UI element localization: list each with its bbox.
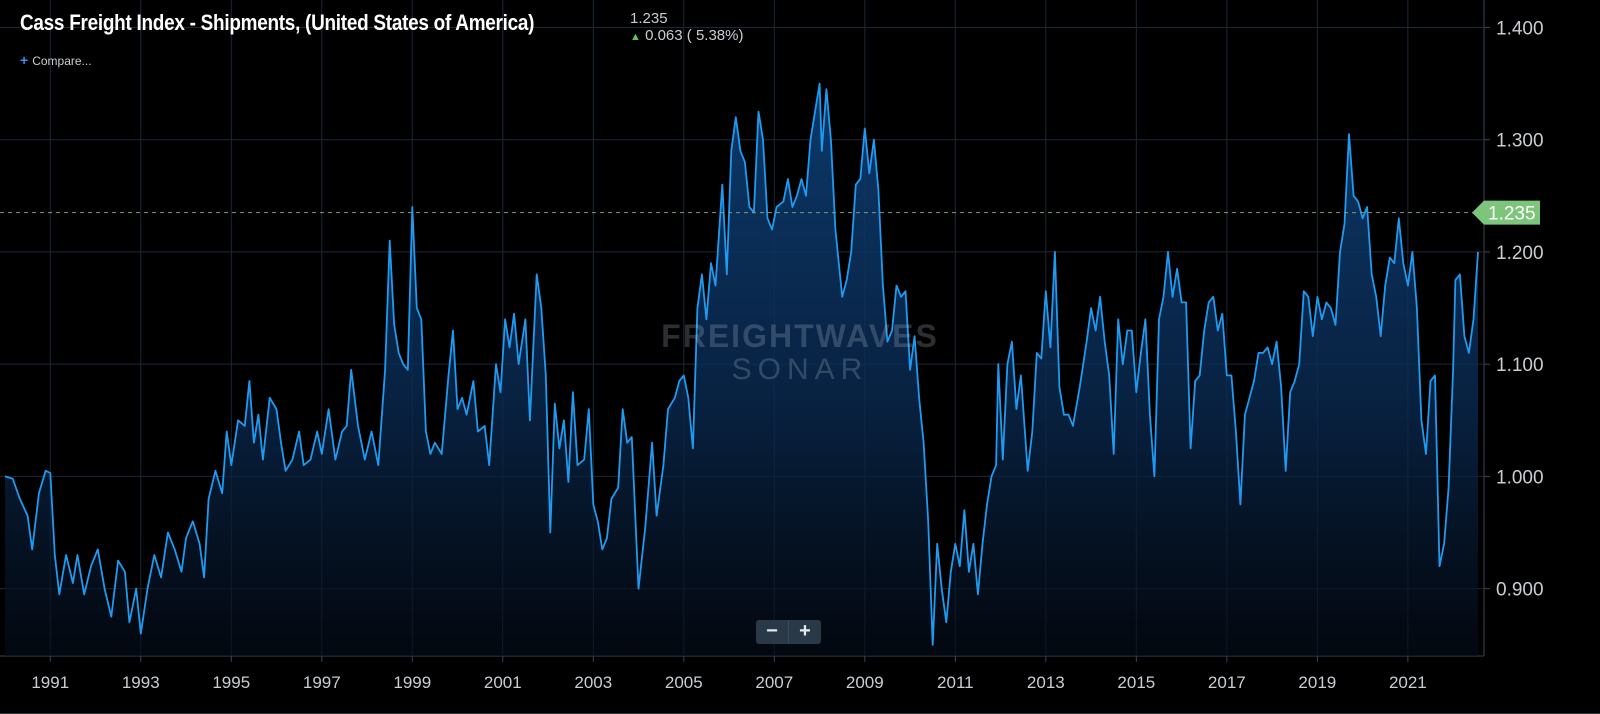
up-arrow-icon: ▲ <box>630 31 641 43</box>
last-value-layer: 1.235 <box>0 200 1540 225</box>
plus-icon: + <box>20 52 29 68</box>
last-value-badge <box>1472 200 1540 225</box>
x-axis: 1991 1993 1995 1997 1999 2001 2003 2005 2007 2009… <box>31 656 1427 692</box>
series-area <box>5 83 1478 657</box>
x-tick-label: 2007 <box>755 673 793 692</box>
last-value: 1.235 <box>630 10 668 27</box>
x-tick-label: 2019 <box>1298 673 1336 692</box>
x-tick-label: 2009 <box>846 673 884 692</box>
last-value-badge-label: 1.235 <box>1488 204 1536 225</box>
series-layer <box>4 82 1479 657</box>
change-line: ▲ 0.063 ( 5.38%) <box>630 27 743 46</box>
x-tick-label: 2021 <box>1389 673 1427 692</box>
y-tick-label: 1.200 <box>1496 243 1544 264</box>
zoom-controls: − + <box>756 620 821 644</box>
x-tick-label: 2011 <box>937 673 974 692</box>
quote-block: 1.235 ▲ 0.063 ( 5.38%) <box>630 10 743 46</box>
x-tick-label: 2001 <box>484 673 522 692</box>
x-tick-label: 1995 <box>212 673 250 692</box>
y-tick-label: 1.000 <box>1496 467 1544 488</box>
x-tick-label: 2003 <box>574 673 612 692</box>
x-tick-label: 2015 <box>1117 673 1155 692</box>
y-tick-label: 0.900 <box>1496 580 1544 601</box>
x-tick-label: 2005 <box>665 673 703 692</box>
x-tick-label: 1993 <box>122 673 160 692</box>
series-line <box>4 82 1479 646</box>
change-percent: ( 5.38%) <box>686 27 744 44</box>
change-value: 0.063 <box>645 27 683 44</box>
zoom-in-button[interactable]: + <box>788 620 821 644</box>
x-tick-label: 2013 <box>1027 673 1065 692</box>
x-tick-label: 1997 <box>303 673 341 692</box>
compare-button[interactable]: + Compare... <box>20 52 92 68</box>
x-tick-label: 1999 <box>393 673 431 692</box>
x-tick-label: 1991 <box>31 673 69 692</box>
y-tick-label: 1.300 <box>1496 131 1544 152</box>
y-tick-label: 1.100 <box>1496 355 1544 376</box>
y-tick-label: 1.400 <box>1496 18 1544 39</box>
chart-header: Cass Freight Index - Shipments, (United … <box>20 10 618 36</box>
x-tick-label: 2017 <box>1208 673 1246 692</box>
chart-title: Cass Freight Index - Shipments, (United … <box>20 10 535 35</box>
zoom-out-button[interactable]: − <box>766 620 778 642</box>
y-axis: 0.900 1.000 1.100 1.200 1.300 1.400 <box>1484 18 1544 601</box>
compare-label: Compare... <box>32 54 92 68</box>
